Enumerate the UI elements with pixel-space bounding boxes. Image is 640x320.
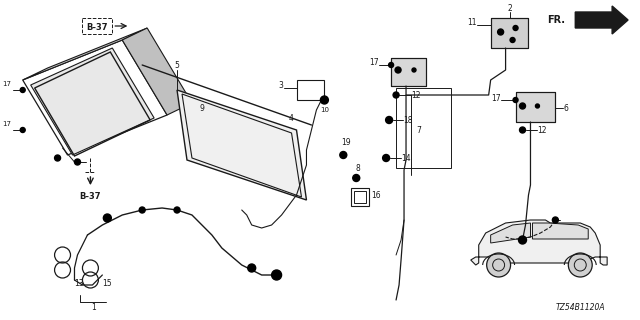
Bar [351,188,369,206]
Circle shape [536,104,540,108]
Text: 16: 16 [371,190,381,199]
Text: 19: 19 [342,138,351,147]
Circle shape [140,207,145,213]
Bar [396,88,451,168]
Bar [391,58,426,86]
Circle shape [520,103,525,109]
Circle shape [568,253,592,277]
Circle shape [386,116,392,124]
Polygon shape [22,28,147,80]
Circle shape [393,92,399,98]
Circle shape [321,96,328,104]
Circle shape [412,68,416,72]
Text: 6: 6 [563,103,568,113]
Polygon shape [471,220,607,265]
Text: 9: 9 [200,103,204,113]
Circle shape [353,174,360,181]
Text: 13: 13 [74,278,84,287]
Circle shape [174,207,180,213]
Text: B-37: B-37 [79,191,101,201]
Circle shape [498,29,504,35]
Text: FR.: FR. [547,15,565,25]
Text: 18: 18 [403,116,413,124]
Circle shape [486,253,511,277]
Bar [296,80,324,100]
Circle shape [518,236,527,244]
Bar [516,92,556,122]
Text: 5: 5 [175,60,179,69]
Circle shape [388,62,394,68]
Text: 4: 4 [289,114,294,123]
Bar [391,58,426,86]
Polygon shape [31,48,154,155]
Polygon shape [575,6,628,34]
Text: TZ54B1120A: TZ54B1120A [556,303,605,313]
Polygon shape [532,223,588,239]
Text: B-37: B-37 [86,22,108,31]
Text: 17: 17 [369,58,379,67]
Circle shape [513,98,518,102]
Bar [355,191,366,203]
Text: 17: 17 [2,121,11,127]
Polygon shape [177,90,307,200]
Bar [491,18,529,48]
Polygon shape [491,223,531,243]
Circle shape [340,151,347,158]
Circle shape [74,159,81,165]
Circle shape [20,87,25,92]
Text: 12: 12 [538,125,547,134]
Circle shape [513,26,518,30]
Text: 12: 12 [411,91,420,100]
Bar [516,92,556,122]
Circle shape [552,217,558,223]
Bar [83,18,112,34]
Text: 17: 17 [491,93,500,102]
Circle shape [103,214,111,222]
Text: 14: 14 [401,154,411,163]
Text: 11: 11 [467,18,477,27]
Text: 7: 7 [416,125,421,134]
Circle shape [383,155,390,162]
Text: 3: 3 [278,81,284,90]
Circle shape [271,270,282,280]
Text: 8: 8 [356,164,360,172]
Text: 2: 2 [507,4,512,12]
Circle shape [520,127,525,133]
Polygon shape [122,28,192,115]
Text: 15: 15 [102,278,112,287]
Text: 1: 1 [91,303,96,313]
Circle shape [395,67,401,73]
Circle shape [510,37,515,43]
Bar [491,18,529,48]
Text: 17: 17 [2,81,11,87]
Text: 10: 10 [320,107,329,113]
Circle shape [248,264,256,272]
Circle shape [20,127,25,132]
Circle shape [54,155,61,161]
